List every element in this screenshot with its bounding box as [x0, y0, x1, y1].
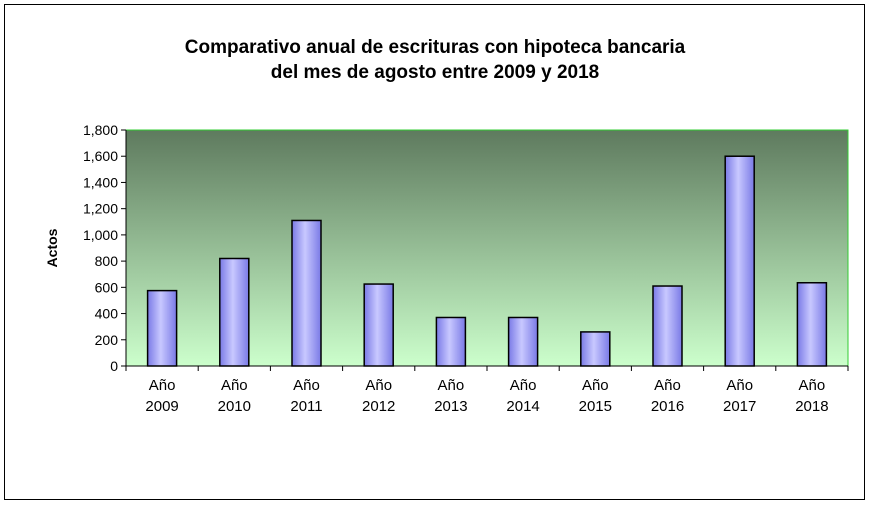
bar: [796, 281, 828, 367]
x-tick-label: Año: [365, 377, 392, 394]
x-tick-label: Año: [221, 377, 248, 394]
x-tick-label: Año: [582, 377, 609, 394]
x-tick-label: 2016: [651, 398, 684, 415]
x-tick-label: Año: [149, 377, 176, 394]
x-tick-label: Año: [799, 377, 826, 394]
y-tick-label: 1,000: [83, 227, 118, 243]
chart-title-line-1: Comparativo anual de escrituras con hipo…: [184, 37, 686, 58]
y-tick-label: 1,800: [83, 122, 118, 138]
x-tick-label: Año: [510, 377, 537, 394]
y-tick-label: 600: [95, 279, 119, 295]
y-axis-label: Actos: [44, 228, 60, 267]
y-tick-label: 1,400: [83, 174, 118, 190]
x-tick-label: 2017: [723, 398, 756, 415]
bar: [146, 289, 178, 367]
x-tick-label: 2011: [290, 398, 322, 415]
bar: [580, 331, 611, 367]
x-tick-label: Año: [293, 377, 320, 394]
bar: [219, 257, 250, 367]
x-tick-label: Año: [438, 377, 465, 394]
bar: [291, 219, 322, 367]
x-tick-label: 2013: [434, 398, 467, 415]
x-tick-label: 2014: [506, 398, 539, 415]
x-tick-label: Año: [654, 377, 681, 394]
bar: [363, 283, 394, 367]
y-tick-label: 200: [95, 332, 119, 348]
chart-title-line-2: del mes de agosto entre 2009 y 2018: [270, 62, 600, 83]
y-tick-label: 0: [110, 358, 118, 374]
bar: [507, 316, 539, 367]
bar: [652, 285, 683, 367]
y-tick-label: 400: [95, 306, 119, 322]
x-tick-label: 2009: [145, 398, 178, 415]
x-tick-label: 2012: [362, 398, 395, 415]
x-tick-label: 2015: [579, 398, 612, 415]
y-tick-label: 1,200: [83, 201, 118, 217]
bar: [435, 316, 467, 367]
bar: [724, 155, 755, 367]
x-tick-label: 2010: [218, 398, 251, 415]
x-tick-label: 2018: [795, 398, 828, 415]
x-tick-label: Año: [726, 377, 753, 394]
y-tick-label: 800: [95, 253, 119, 269]
y-tick-label: 1,600: [83, 148, 118, 164]
